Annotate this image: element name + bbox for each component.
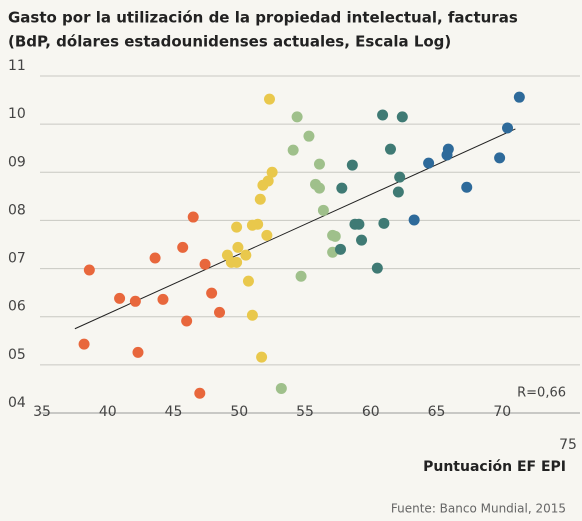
point — [461, 181, 473, 193]
point — [423, 157, 435, 169]
point — [392, 186, 404, 198]
point — [275, 382, 287, 394]
point — [129, 295, 141, 307]
annotation: R=0,66 — [517, 386, 566, 401]
trend-line — [74, 128, 516, 330]
point — [206, 287, 218, 299]
point — [396, 111, 408, 123]
point — [194, 387, 206, 399]
x-tick-label: 45 — [165, 404, 183, 420]
point — [132, 346, 144, 358]
point — [263, 93, 275, 105]
point — [246, 219, 258, 231]
point — [199, 258, 211, 270]
point — [231, 256, 243, 268]
chart-title: (BdP, dólares estadounidenses actuales, … — [8, 33, 451, 51]
x-tick-label: 65 — [428, 404, 446, 420]
point — [356, 234, 368, 246]
point — [240, 249, 252, 261]
x-axis-label: Puntuación EF EPI — [423, 459, 566, 475]
point — [242, 275, 254, 287]
y-tick-label: 10 — [8, 106, 26, 122]
point — [157, 293, 169, 305]
chart-title: Gasto por la utilización de la propiedad… — [8, 9, 518, 27]
point — [257, 179, 269, 191]
point — [335, 243, 347, 255]
y-tick-label: 07 — [8, 251, 26, 267]
point — [513, 91, 525, 103]
x-tick-label: 60 — [362, 404, 380, 420]
point — [384, 143, 396, 155]
point — [494, 152, 506, 164]
point — [313, 158, 325, 170]
point — [177, 241, 189, 253]
point — [317, 204, 329, 216]
point — [291, 111, 303, 123]
point — [329, 230, 341, 242]
point — [303, 130, 315, 142]
point — [336, 182, 348, 194]
x-tick-label: 40 — [99, 404, 117, 420]
point — [502, 122, 514, 134]
point — [261, 229, 273, 241]
x-tick-label: 50 — [230, 404, 248, 420]
point — [181, 315, 193, 327]
point — [353, 218, 365, 230]
x-tick-label: 70 — [493, 404, 511, 420]
point — [408, 214, 420, 226]
point — [371, 262, 383, 274]
point — [256, 351, 268, 363]
point — [246, 309, 258, 321]
point — [114, 292, 126, 304]
point — [394, 171, 406, 183]
source: Fuente: Banco Mundial, 2015 — [391, 502, 566, 516]
point — [266, 166, 278, 178]
point — [377, 109, 389, 121]
point — [149, 252, 161, 264]
y-tick-label: 08 — [8, 202, 26, 218]
y-tick-label: 11 — [8, 58, 26, 74]
point — [295, 270, 307, 282]
x-tick-label: 75 — [559, 437, 577, 453]
point — [187, 211, 199, 223]
point — [254, 193, 266, 205]
point — [83, 264, 95, 276]
point — [78, 338, 90, 350]
point — [442, 143, 454, 155]
x-tick-label: 35 — [33, 404, 51, 420]
point — [346, 159, 358, 171]
point — [313, 182, 325, 194]
point — [378, 217, 390, 229]
y-tick-label: 05 — [8, 347, 26, 363]
y-tick-label: 06 — [8, 299, 26, 315]
x-tick-label: 55 — [296, 404, 314, 420]
point — [231, 221, 243, 233]
point — [232, 241, 244, 253]
y-tick-label: 09 — [8, 154, 26, 170]
point — [287, 144, 299, 156]
point — [214, 306, 226, 318]
y-tick-label: 04 — [8, 395, 26, 411]
